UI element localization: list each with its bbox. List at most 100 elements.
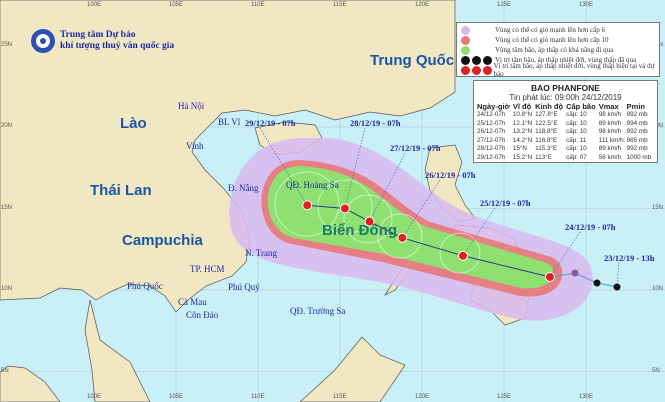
lon-tick-label: 110E	[251, 394, 265, 400]
table-cell: 113°E	[535, 153, 552, 161]
table-row: 26/12-07h 13.2°N 118.8°E cấp: 10 98 km/h 992 …	[477, 128, 654, 137]
place-ca-mau: Cà Mau	[178, 297, 207, 307]
table-cell: cấp: 10	[566, 128, 587, 135]
table-cell: cấp: 10	[566, 145, 587, 152]
past-position-marker	[571, 269, 579, 277]
label-china: Trung Quốc	[370, 52, 455, 69]
place-truong-sa: QĐ. Trường Sa	[290, 306, 346, 316]
agency-line2: khí tượng thuỷ văn quốc gia	[60, 41, 175, 51]
table-cell: 115.3°E	[535, 145, 558, 152]
bulletin-title: BAO PHANFONE	[531, 83, 600, 93]
forecast-position-marker	[364, 216, 375, 227]
table-cell: cấp: 10	[566, 119, 587, 127]
table-cell: 111 km/h	[598, 136, 624, 144]
table-cell: 28/12-07h	[477, 145, 506, 152]
forecast-position-marker	[302, 200, 313, 211]
lon-tick-label: 110E	[251, 2, 265, 8]
place-ha-noi: Hà Nội	[178, 101, 205, 111]
place-vinh: Vinh	[186, 141, 204, 151]
forecast-table: Ngày-giờ Vĩ độ Kinh độ Cấp bão Vmax Pmin 24/12…	[477, 102, 654, 162]
past-position-marker	[593, 279, 601, 287]
table-header: Vĩ độ	[512, 102, 532, 111]
lon-tick-label: 100E	[87, 394, 102, 400]
table-cell: 992 mb	[626, 145, 648, 152]
forecast-date-label: 25/12/19 - 07h	[480, 198, 531, 208]
table-header: Kinh độ	[535, 102, 564, 111]
table-cell: cấp: 11	[566, 136, 587, 144]
legend-label: Vị trí tâm bão, áp thấp nhiệt đới, vùng …	[493, 62, 655, 78]
table-header: Vmax	[598, 102, 619, 111]
lon-tick-label: 120E	[415, 2, 430, 8]
agency-logo-icon	[31, 29, 55, 53]
lat-tick-label: 5N	[1, 367, 9, 374]
legend-item: Vùng có thể có gió mạnh lên hơn cấp 10	[461, 35, 659, 45]
table-cell: 10.8°N	[512, 111, 533, 118]
legend: Vùng có thể có gió mạnh lên hơn cấp 6 Vùn…	[456, 22, 660, 78]
storm-track	[259, 127, 621, 291]
lon-tick-label: 120E	[415, 394, 430, 400]
legend-label: Vùng có thể có gió mạnh lên hơn cấp 6	[495, 26, 606, 34]
lon-tick-label: 130E	[579, 394, 594, 400]
forecast-track-line	[307, 204, 551, 278]
table-cell: 994 mb	[626, 119, 648, 127]
legend-item: Vị trí tâm bão, áp thấp nhiệt đới, vùng …	[461, 62, 659, 78]
date-leader-line	[549, 231, 581, 278]
past-track-line	[549, 272, 618, 288]
forecast-position-marker	[458, 250, 468, 261]
table-cell: 15°N	[512, 145, 527, 152]
lon-tick-label: 115E	[333, 394, 347, 400]
agency-logo: Trung tâm Dự báo khí tượng thuỷ văn quốc…	[30, 28, 174, 54]
forecast-date-label: 27/12/19 - 07h	[390, 143, 441, 153]
forecast-date-label: 29/12/19 - 07h	[245, 118, 296, 128]
date-leader-line	[402, 179, 441, 239]
lon-tick-label: 105E	[169, 2, 184, 8]
table-cell: 14.2°N	[512, 136, 533, 144]
table-cell: cấp: 10	[566, 111, 587, 118]
lat-tick-label: 25N	[1, 41, 13, 48]
lat-tick-label: 5N	[652, 367, 660, 374]
table-cell: 13.2°N	[512, 128, 533, 135]
date-leader-line	[462, 207, 496, 256]
legend-symbol-icon	[461, 25, 495, 35]
table-cell: 118.8°E	[535, 128, 558, 135]
table-cell: 56 km/h	[598, 153, 622, 161]
place-nha-trang: N. Trang	[245, 248, 278, 258]
lon-tick-label: 100E	[87, 2, 102, 8]
place-bach-long-vi: BL Vĩ	[218, 117, 241, 127]
past-date-label: 23/12/19 - 13h	[604, 253, 655, 263]
forecast-date-label: 24/12/19 - 07h	[565, 222, 616, 232]
table-row: 29/12-07h 15.2°N 113°E cấp: 07 56 km/h 1000 m…	[477, 154, 654, 163]
legend-label: Vị trí tâm bão, áp thấp nhiệt đới, vùng …	[495, 56, 637, 64]
forecast-date-label: 28/12/19 - 07h	[350, 118, 401, 128]
lat-tick-label: 15N	[652, 204, 664, 211]
forecast-position-marker	[544, 271, 555, 282]
agency-line1: Trung tâm Dự báo	[60, 30, 136, 40]
table-row: 25/12-07h 12.1°N 122.5°E cấp: 10 89 km/h 994 …	[477, 120, 654, 129]
lon-tick-label: 115E	[333, 2, 347, 8]
date-leader-line	[344, 127, 366, 209]
table-cell: 24/12-07h	[477, 111, 506, 118]
land-sumatra	[0, 365, 61, 402]
table-row: 24/12-07h 10.8°N 127.8°E cấp: 10 98 km/h 992 …	[477, 111, 654, 120]
lon-tick-label: 105E	[169, 394, 184, 400]
table-row: 28/12-07h 15°N 115.3°E cấp: 10 89 km/h 992 mb	[477, 145, 654, 154]
place-phu-quoc: Phú Quốc	[127, 281, 163, 291]
date-leader-line	[369, 152, 406, 222]
forecast-position-marker	[339, 203, 350, 214]
table-cell: 15.2°N	[512, 153, 533, 161]
legend-symbol-icon	[461, 55, 495, 65]
table-cell: 25/12-07h	[477, 119, 506, 127]
table-cell: 992 mb	[626, 128, 648, 135]
label-thailand: Thái Lan	[90, 182, 152, 199]
forecast-position-marker	[397, 232, 408, 243]
uncertainty-circles	[274, 171, 481, 274]
table-cell: 98 km/h	[598, 111, 622, 118]
place-phu-quy: Phú Quý	[228, 282, 260, 292]
place-da-nang: Đ. Nẵng	[228, 183, 259, 193]
table-cell: 985 mb	[626, 136, 648, 144]
storm-center-zone	[267, 166, 554, 289]
table-cell: 992 mb	[626, 111, 648, 118]
table-cell: 116.8°E	[535, 136, 558, 144]
table-cell: 122.5°E	[535, 119, 558, 127]
